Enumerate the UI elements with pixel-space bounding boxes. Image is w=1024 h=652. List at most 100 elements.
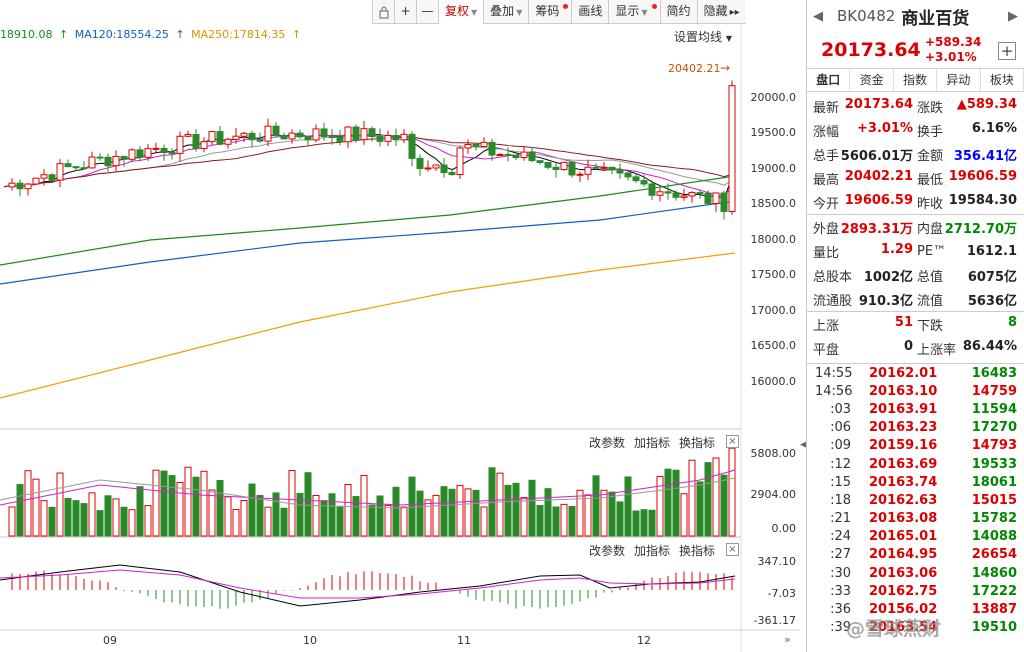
tab-index[interactable]: 指数 [894, 69, 938, 91]
tick-row: :36 20156.02 13887 [807, 600, 1024, 618]
candle-body [56, 163, 64, 181]
draw-line-button[interactable]: 画线 [571, 0, 608, 24]
macd-axis-label: -361.17 [753, 614, 796, 627]
volume-bar [48, 506, 56, 537]
tick-row: :39 20163.54 19510 [807, 619, 1024, 637]
candle-body [520, 151, 528, 159]
volume-bar [376, 495, 384, 537]
quote-stats: 最新 20173.64 涨跌 ▲589.34 涨幅 +3.01% 换手 6.16% 总手 5606… [807, 92, 1024, 360]
volume-bar [24, 470, 32, 537]
tick-time: :09 [830, 438, 851, 454]
candle-body [152, 147, 160, 150]
candle-body [184, 134, 192, 137]
stats-cell: 总值 6075亿 [917, 266, 1017, 285]
volume-bar [208, 489, 216, 537]
volume-bar [304, 472, 312, 537]
tick-price: 20163.91 [869, 401, 938, 417]
volume-bar [656, 476, 664, 537]
tick-time: :03 [830, 401, 851, 417]
volume-switch-indicator-button[interactable]: 换指标 [679, 436, 716, 450]
candle-body [512, 154, 520, 159]
macd-switch-indicator-button[interactable]: 换指标 [679, 544, 716, 558]
display-button[interactable]: 显示 ▼ [608, 0, 659, 24]
overlay-button[interactable]: 叠加 ▼ [483, 0, 528, 24]
price-axis-label: 20000.0 [750, 91, 797, 104]
candle-body [432, 164, 440, 169]
close-icon[interactable]: × [726, 435, 739, 448]
tick-time: 14:55 [815, 365, 853, 381]
volume-bar [584, 494, 592, 537]
chips-label: 筹码 [535, 4, 560, 18]
stats-label: 总手 [813, 148, 840, 164]
candle-body [40, 174, 48, 179]
simple-button[interactable]: 简约 [659, 0, 697, 24]
tab-movement[interactable]: 异动 [937, 69, 981, 91]
stats-label: 上涨率 [917, 342, 957, 358]
stock-name: 商业百货 [901, 8, 970, 29]
zoom-out-button[interactable]: — [416, 0, 438, 24]
tab-order-book[interactable]: 盘口 [807, 69, 851, 91]
stats-value: 5636亿 [967, 293, 1017, 309]
macd-add-indicator-button[interactable]: 加指标 [634, 544, 671, 558]
add-watchlist-button[interactable]: + [998, 42, 1016, 60]
arrow-up-icon: ↑ [175, 28, 185, 41]
stats-label: PE™ [917, 243, 947, 259]
volume-bar [272, 492, 280, 537]
ma-line [3, 136, 733, 188]
macd-change-params-button[interactable]: 改参数 [589, 544, 626, 558]
tick-time: :27 [830, 547, 851, 563]
high-price-marker: 20402.21 [668, 62, 721, 75]
tab-sector[interactable]: 板块 [981, 69, 1024, 91]
lock-icon[interactable] [372, 0, 394, 24]
close-icon[interactable]: × [726, 543, 739, 556]
tick-price: 20163.10 [869, 383, 938, 399]
tick-time: :24 [830, 529, 851, 545]
candle-body [400, 133, 408, 141]
quote-panel: ◀ BK0482 商业百货 ▶ 20173.64 +589.34 +3.01% … [806, 0, 1024, 652]
volume-ma-line [0, 477, 736, 509]
volume-change-params-button[interactable]: 改参数 [589, 436, 626, 450]
tick-volume: 18061 [971, 474, 1017, 490]
volume-bar [312, 494, 320, 537]
volume-bar [16, 484, 24, 537]
next-stock-icon[interactable]: ▶ [1008, 8, 1018, 24]
candle-body [560, 161, 568, 171]
stats-value: 5606.01万 [840, 148, 913, 164]
candle-body [144, 148, 152, 158]
volume-bar [712, 457, 720, 537]
tick-volume: 19533 [971, 456, 1017, 472]
collapse-panel-icon[interactable]: ◀ [800, 440, 807, 450]
tick-row: :15 20163.74 18061 [807, 473, 1024, 491]
tick-volume: 11594 [971, 401, 1017, 417]
candle-body [384, 135, 392, 142]
tick-time: :30 [830, 565, 851, 581]
zoom-in-button[interactable]: + [394, 0, 416, 24]
volume-bar [368, 504, 376, 537]
stats-cell: 涨幅 +3.01% [813, 121, 917, 140]
price-axis-label: 17500.0 [750, 268, 797, 281]
stats-cell: 换手 6.16% [917, 121, 1017, 140]
hide-button[interactable]: 隐藏 ▸▸ [696, 0, 746, 24]
candle-body [672, 192, 680, 198]
kline-chart-area[interactable]: + — 复权 ▼ 叠加 ▼ 筹码 画线 显示 ▼ 简约 隐藏 ▸▸ 18910.08 ↑… [0, 0, 800, 652]
tick-volume: 26654 [971, 547, 1017, 563]
stats-cell: 总股本 1002亿 [813, 266, 917, 285]
candle-body [416, 157, 424, 170]
prev-stock-icon[interactable]: ◀ [813, 8, 823, 24]
stats-label: 流值 [917, 293, 944, 309]
stats-value: 86.44% [962, 338, 1017, 354]
scroll-right-icon[interactable]: » [784, 633, 791, 646]
tick-list[interactable]: 14:55 20162.01 16483 14:56 20163.10 14759:03 2… [807, 363, 1024, 637]
tab-capital[interactable]: 资金 [850, 69, 894, 91]
chips-button[interactable]: 筹码 [528, 0, 571, 24]
stats-row: 总手 5606.01万 金额 356.41亿 [813, 142, 1020, 166]
volume-bar [440, 486, 448, 537]
candle-body [200, 141, 208, 149]
restore-rights-button[interactable]: 复权 ▼ [438, 0, 484, 24]
candle-body [584, 166, 592, 175]
volume-add-indicator-button[interactable]: 加指标 [634, 436, 671, 450]
candle-body [408, 133, 416, 159]
candle-body [80, 167, 88, 170]
ma-settings-button[interactable]: 设置均线 ▼ [674, 28, 732, 45]
volume-bar [448, 488, 456, 537]
